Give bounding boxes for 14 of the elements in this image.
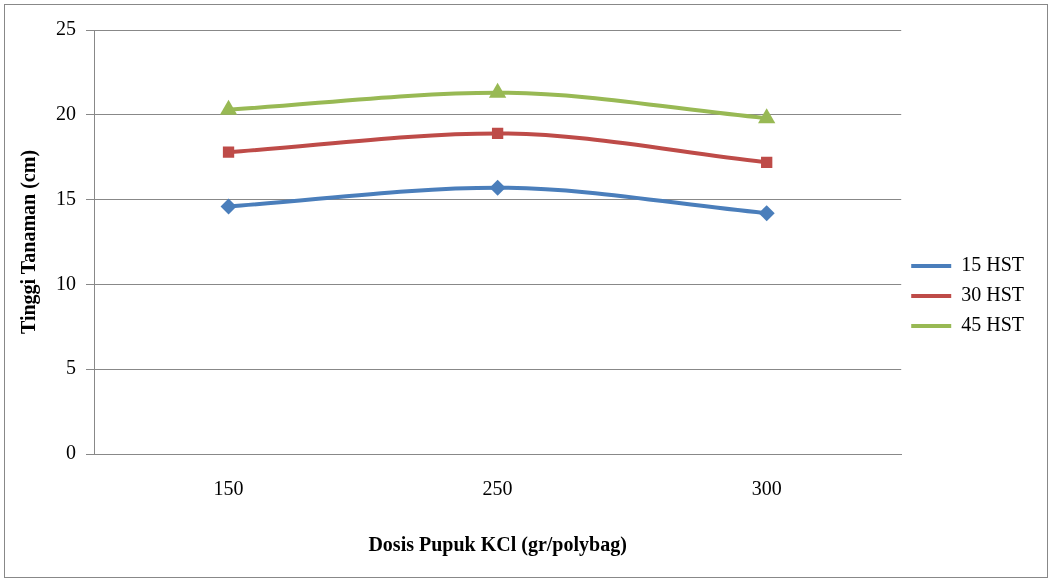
x-axis-title: Dosis Pupuk KCl (gr/polybag) xyxy=(368,533,627,557)
x-tick-label: 250 xyxy=(482,477,513,500)
y-tick-label: 25 xyxy=(56,17,76,40)
y-tick-label: 15 xyxy=(56,186,76,209)
legend-label: 45 HST xyxy=(961,313,1025,336)
y-tick-label: 10 xyxy=(56,271,76,294)
x-tick-label: 150 xyxy=(213,477,244,500)
y-axis-title: Tinggi Tanaman (cm) xyxy=(17,149,41,335)
y-tick-label: 0 xyxy=(66,441,76,464)
y-tick-label: 20 xyxy=(56,102,76,125)
legend-label: 15 HST xyxy=(961,253,1025,276)
legend-label: 30 HST xyxy=(961,283,1025,306)
y-tick-label: 5 xyxy=(66,356,76,379)
x-tick-label: 300 xyxy=(751,477,782,500)
